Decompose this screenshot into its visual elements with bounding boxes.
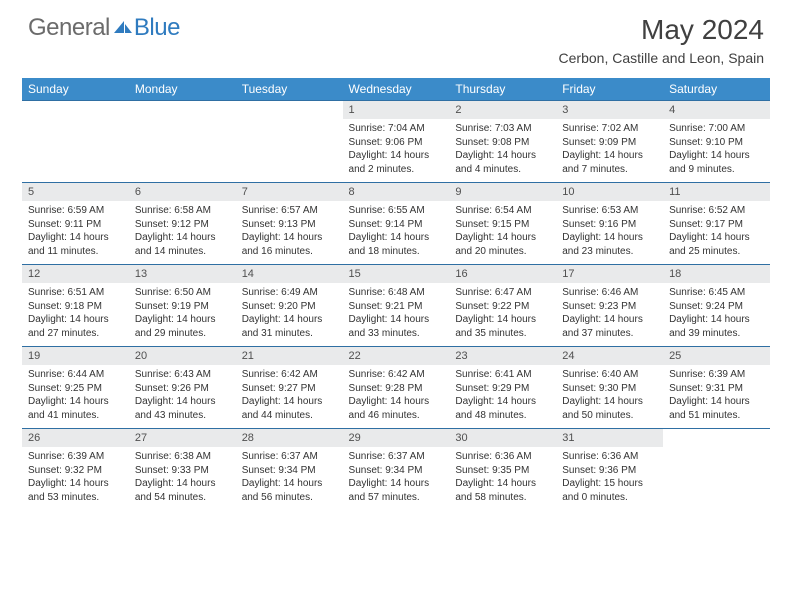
day-number-cell: 3 — [556, 101, 663, 120]
day-detail-cell: Sunrise: 6:38 AMSunset: 9:33 PMDaylight:… — [129, 447, 236, 510]
day-number-cell: 13 — [129, 265, 236, 284]
day-detail-cell: Sunrise: 6:51 AMSunset: 9:18 PMDaylight:… — [22, 283, 129, 347]
day-detail-cell: Sunrise: 6:39 AMSunset: 9:32 PMDaylight:… — [22, 447, 129, 510]
day-number-cell: 18 — [663, 265, 770, 284]
day-number-cell: 24 — [556, 347, 663, 366]
day-detail-cell: Sunrise: 6:58 AMSunset: 9:12 PMDaylight:… — [129, 201, 236, 265]
day-number-row: 262728293031 — [22, 429, 770, 448]
header: General Blue May 2024 Cerbon, Castille a… — [0, 0, 792, 72]
day-detail-cell: Sunrise: 6:47 AMSunset: 9:22 PMDaylight:… — [449, 283, 556, 347]
day-detail-cell: Sunrise: 6:42 AMSunset: 9:28 PMDaylight:… — [343, 365, 450, 429]
day-number-cell: 8 — [343, 183, 450, 202]
day-detail-cell — [22, 119, 129, 183]
day-number-cell: 20 — [129, 347, 236, 366]
title-block: May 2024 Cerbon, Castille and Leon, Spai… — [559, 14, 764, 66]
day-detail-cell: Sunrise: 6:59 AMSunset: 9:11 PMDaylight:… — [22, 201, 129, 265]
day-number-cell: 15 — [343, 265, 450, 284]
day-number-row: 1234 — [22, 101, 770, 120]
day-detail-cell: Sunrise: 6:52 AMSunset: 9:17 PMDaylight:… — [663, 201, 770, 265]
day-number-cell: 25 — [663, 347, 770, 366]
day-number-cell: 9 — [449, 183, 556, 202]
day-number-cell: 11 — [663, 183, 770, 202]
day-header: Saturday — [663, 78, 770, 101]
day-number-cell: 1 — [343, 101, 450, 120]
month-title: May 2024 — [559, 14, 764, 46]
day-number-cell: 27 — [129, 429, 236, 448]
day-detail-cell: Sunrise: 6:49 AMSunset: 9:20 PMDaylight:… — [236, 283, 343, 347]
day-number-cell: 14 — [236, 265, 343, 284]
day-detail-cell — [129, 119, 236, 183]
day-detail-cell: Sunrise: 7:03 AMSunset: 9:08 PMDaylight:… — [449, 119, 556, 183]
day-detail-cell: Sunrise: 6:39 AMSunset: 9:31 PMDaylight:… — [663, 365, 770, 429]
day-detail-cell — [663, 447, 770, 510]
day-number-cell: 7 — [236, 183, 343, 202]
day-header: Friday — [556, 78, 663, 101]
day-number-cell: 5 — [22, 183, 129, 202]
logo-text-blue: Blue — [134, 14, 180, 42]
day-number-cell: 6 — [129, 183, 236, 202]
day-detail-cell: Sunrise: 6:36 AMSunset: 9:36 PMDaylight:… — [556, 447, 663, 510]
day-number-cell: 22 — [343, 347, 450, 366]
day-number-cell: 21 — [236, 347, 343, 366]
day-detail-cell: Sunrise: 6:44 AMSunset: 9:25 PMDaylight:… — [22, 365, 129, 429]
day-number-cell: 16 — [449, 265, 556, 284]
day-detail-cell: Sunrise: 6:57 AMSunset: 9:13 PMDaylight:… — [236, 201, 343, 265]
day-number-cell — [22, 101, 129, 120]
day-header-row: SundayMondayTuesdayWednesdayThursdayFrid… — [22, 78, 770, 101]
day-detail-row: Sunrise: 7:04 AMSunset: 9:06 PMDaylight:… — [22, 119, 770, 183]
day-number-cell: 17 — [556, 265, 663, 284]
day-detail-cell: Sunrise: 6:42 AMSunset: 9:27 PMDaylight:… — [236, 365, 343, 429]
logo: General Blue — [28, 14, 180, 42]
logo-sail-icon — [114, 19, 132, 40]
day-detail-cell: Sunrise: 6:43 AMSunset: 9:26 PMDaylight:… — [129, 365, 236, 429]
day-detail-row: Sunrise: 6:44 AMSunset: 9:25 PMDaylight:… — [22, 365, 770, 429]
day-detail-cell — [236, 119, 343, 183]
day-detail-cell: Sunrise: 6:55 AMSunset: 9:14 PMDaylight:… — [343, 201, 450, 265]
day-number-cell: 31 — [556, 429, 663, 448]
day-detail-cell: Sunrise: 6:54 AMSunset: 9:15 PMDaylight:… — [449, 201, 556, 265]
logo-text-general: General — [28, 14, 110, 42]
day-detail-cell: Sunrise: 7:04 AMSunset: 9:06 PMDaylight:… — [343, 119, 450, 183]
day-number-cell — [236, 101, 343, 120]
day-detail-cell: Sunrise: 6:46 AMSunset: 9:23 PMDaylight:… — [556, 283, 663, 347]
day-number-cell — [129, 101, 236, 120]
day-number-cell: 12 — [22, 265, 129, 284]
day-detail-cell: Sunrise: 6:40 AMSunset: 9:30 PMDaylight:… — [556, 365, 663, 429]
day-header: Wednesday — [343, 78, 450, 101]
day-number-cell: 28 — [236, 429, 343, 448]
day-number-cell: 10 — [556, 183, 663, 202]
day-detail-cell: Sunrise: 6:50 AMSunset: 9:19 PMDaylight:… — [129, 283, 236, 347]
day-header: Tuesday — [236, 78, 343, 101]
day-number-row: 19202122232425 — [22, 347, 770, 366]
day-detail-cell: Sunrise: 6:41 AMSunset: 9:29 PMDaylight:… — [449, 365, 556, 429]
day-detail-cell: Sunrise: 6:36 AMSunset: 9:35 PMDaylight:… — [449, 447, 556, 510]
day-detail-cell: Sunrise: 6:48 AMSunset: 9:21 PMDaylight:… — [343, 283, 450, 347]
day-detail-cell: Sunrise: 7:02 AMSunset: 9:09 PMDaylight:… — [556, 119, 663, 183]
day-header: Sunday — [22, 78, 129, 101]
day-detail-row: Sunrise: 6:39 AMSunset: 9:32 PMDaylight:… — [22, 447, 770, 510]
location-text: Cerbon, Castille and Leon, Spain — [559, 50, 764, 66]
day-detail-cell: Sunrise: 6:37 AMSunset: 9:34 PMDaylight:… — [236, 447, 343, 510]
day-number-cell: 2 — [449, 101, 556, 120]
day-number-cell: 29 — [343, 429, 450, 448]
day-detail-cell: Sunrise: 7:00 AMSunset: 9:10 PMDaylight:… — [663, 119, 770, 183]
day-detail-row: Sunrise: 6:59 AMSunset: 9:11 PMDaylight:… — [22, 201, 770, 265]
day-header: Thursday — [449, 78, 556, 101]
day-detail-cell: Sunrise: 6:45 AMSunset: 9:24 PMDaylight:… — [663, 283, 770, 347]
day-number-cell: 30 — [449, 429, 556, 448]
day-number-cell: 19 — [22, 347, 129, 366]
day-detail-cell: Sunrise: 6:37 AMSunset: 9:34 PMDaylight:… — [343, 447, 450, 510]
day-number-cell — [663, 429, 770, 448]
day-number-cell: 23 — [449, 347, 556, 366]
calendar-table: SundayMondayTuesdayWednesdayThursdayFrid… — [22, 78, 770, 510]
day-detail-row: Sunrise: 6:51 AMSunset: 9:18 PMDaylight:… — [22, 283, 770, 347]
day-number-row: 12131415161718 — [22, 265, 770, 284]
day-number-cell: 4 — [663, 101, 770, 120]
day-number-cell: 26 — [22, 429, 129, 448]
day-number-row: 567891011 — [22, 183, 770, 202]
day-detail-cell: Sunrise: 6:53 AMSunset: 9:16 PMDaylight:… — [556, 201, 663, 265]
day-header: Monday — [129, 78, 236, 101]
